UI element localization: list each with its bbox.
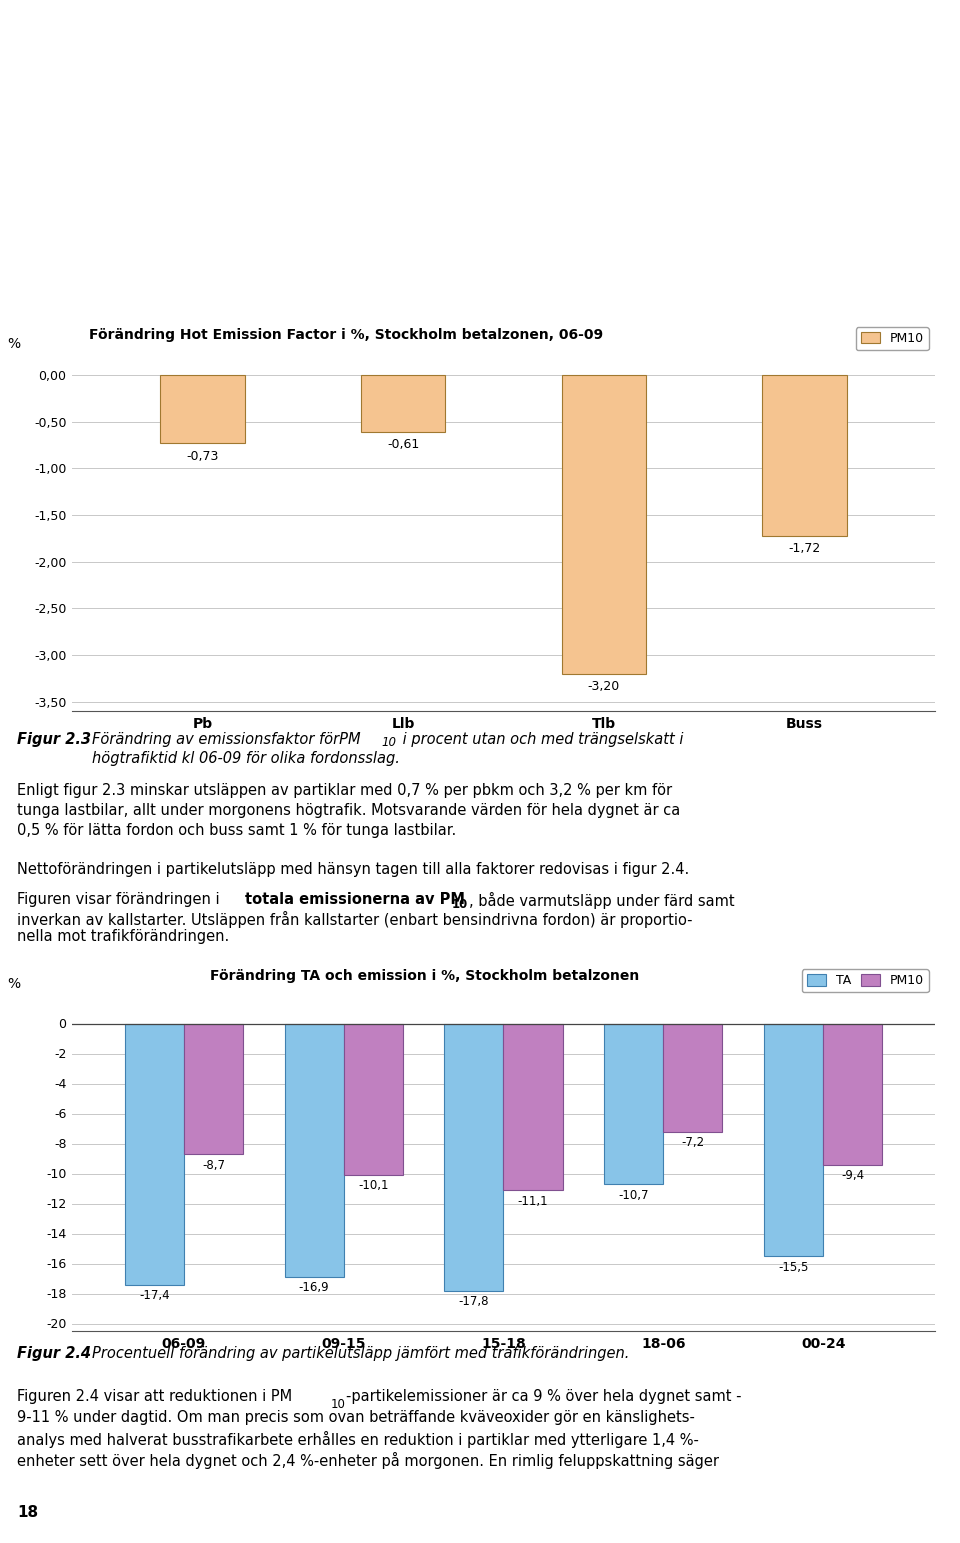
Text: Figur 2.4: Figur 2.4 <box>17 1345 91 1361</box>
Text: Förändring Hot Emission Factor i %, Stockholm betalzonen, 06-09: Förändring Hot Emission Factor i %, Stoc… <box>89 327 604 341</box>
Text: -10,1: -10,1 <box>358 1179 389 1193</box>
Text: totala emissionerna av PM: totala emissionerna av PM <box>245 892 465 907</box>
Bar <box>361 375 445 432</box>
Text: inverkan av kallstarter. Utsläppen från kallstarter (enbart bensindrivna fordon): inverkan av kallstarter. Utsläppen från … <box>17 910 692 927</box>
Text: Förändring av emissionsfaktor förPM: Förändring av emissionsfaktor förPM <box>92 731 361 747</box>
Text: Nettoförändringen i partikelutsläpp med hänsyn tagen till alla faktorer redovisa: Nettoförändringen i partikelutsläpp med … <box>17 863 689 878</box>
Text: 10: 10 <box>381 736 396 748</box>
Text: -17,4: -17,4 <box>139 1288 170 1302</box>
Text: analys med halverat busstrafikarbete erhålles en reduktion i partiklar med ytter: analys med halverat busstrafikarbete erh… <box>17 1430 699 1447</box>
Text: -partikelemissioner är ca 9 % över hela dygnet samt -: -partikelemissioner är ca 9 % över hela … <box>346 1389 741 1404</box>
Text: -16,9: -16,9 <box>299 1282 329 1295</box>
Legend: TA, PM10: TA, PM10 <box>802 969 928 992</box>
Bar <box>604 1023 663 1183</box>
Bar <box>663 1023 723 1131</box>
Bar <box>184 1023 243 1154</box>
Text: 18: 18 <box>17 1504 38 1520</box>
Text: %: % <box>8 336 20 350</box>
Bar <box>562 375 646 674</box>
Text: tunga lastbilar, allt under morgonens högtrafik. Motsvarande värden för hela dyg: tunga lastbilar, allt under morgonens hö… <box>17 802 681 818</box>
Text: 10: 10 <box>452 898 468 912</box>
Text: Procentuell förändring av partikelutsläpp jämfört med trafikförändringen.: Procentuell förändring av partikelutsläp… <box>92 1345 630 1361</box>
Text: -8,7: -8,7 <box>202 1159 225 1171</box>
Text: -1,72: -1,72 <box>788 542 821 555</box>
Text: , både varmutsläpp under färd samt: , både varmutsläpp under färd samt <box>468 892 734 909</box>
Bar <box>762 375 847 535</box>
Text: Figuren visar förändringen i: Figuren visar förändringen i <box>17 892 225 907</box>
Text: Enligt figur 2.3 minskar utsläppen av partiklar med 0,7 % per pbkm och 3,2 % per: Enligt figur 2.3 minskar utsläppen av pa… <box>17 784 672 798</box>
Bar <box>764 1023 823 1256</box>
Bar <box>444 1023 503 1290</box>
Text: -11,1: -11,1 <box>517 1194 548 1208</box>
Text: -17,8: -17,8 <box>459 1295 490 1308</box>
Bar <box>284 1023 344 1278</box>
Text: nella mot trafikförändringen.: nella mot trafikförändringen. <box>17 929 229 944</box>
Bar <box>344 1023 403 1176</box>
Text: 9-11 % under dagtid. Om man precis som ovan beträffande kväveoxider gör en känsl: 9-11 % under dagtid. Om man precis som o… <box>17 1410 695 1426</box>
Text: 0,5 % för lätta fordon och buss samt 1 % för tunga lastbilar.: 0,5 % för lätta fordon och buss samt 1 %… <box>17 822 456 838</box>
Bar <box>823 1023 882 1165</box>
Bar <box>125 1023 184 1284</box>
Text: Figur 2.3: Figur 2.3 <box>17 731 91 747</box>
Text: Förändring TA och emission i %, Stockholm betalzonen: Förändring TA och emission i %, Stockhol… <box>210 969 639 983</box>
Text: -0,61: -0,61 <box>387 438 420 452</box>
Text: -9,4: -9,4 <box>841 1170 864 1182</box>
Text: -3,20: -3,20 <box>588 680 620 693</box>
Text: -7,2: -7,2 <box>682 1136 705 1150</box>
Text: 10: 10 <box>331 1398 346 1412</box>
Text: enheter sett över hela dygnet och 2,4 %-enheter på morgonen. En rimlig feluppska: enheter sett över hela dygnet och 2,4 %-… <box>17 1452 719 1469</box>
Bar <box>503 1023 563 1190</box>
Legend: PM10: PM10 <box>856 327 928 350</box>
Text: -10,7: -10,7 <box>618 1188 649 1202</box>
Text: -0,73: -0,73 <box>186 449 219 463</box>
Text: i procent utan och med trängselskatt i: i procent utan och med trängselskatt i <box>398 731 684 747</box>
Text: Figuren 2.4 visar att reduktionen i PM: Figuren 2.4 visar att reduktionen i PM <box>17 1389 292 1404</box>
Bar <box>160 375 245 443</box>
Text: %: % <box>8 977 20 991</box>
Text: -15,5: -15,5 <box>779 1261 808 1273</box>
Text: högtrafiktid kl 06-09 för olika fordonsslag.: högtrafiktid kl 06-09 för olika fordonss… <box>92 751 400 765</box>
